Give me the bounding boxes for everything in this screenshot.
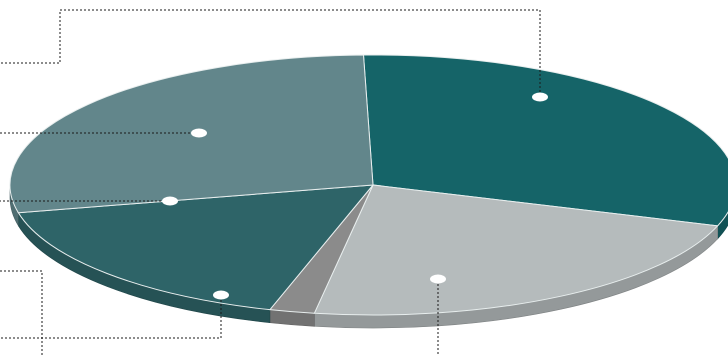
slice-marker-3	[162, 196, 178, 206]
leader-line-0	[0, 9, 541, 92]
slice-marker-2	[213, 290, 229, 300]
pie-slice-0	[362, 54, 728, 227]
slice-marker-0	[532, 92, 548, 102]
slice-marker-4	[191, 128, 207, 138]
pie-slice-3	[17, 184, 375, 311]
pie-tops	[9, 54, 728, 316]
slice-marker-1	[430, 274, 446, 284]
leader-line-extra	[0, 270, 43, 356]
pie-slice-1	[313, 184, 719, 316]
leader-line-2	[0, 300, 222, 339]
slice-markers	[162, 92, 548, 300]
leader-lines	[0, 9, 541, 356]
